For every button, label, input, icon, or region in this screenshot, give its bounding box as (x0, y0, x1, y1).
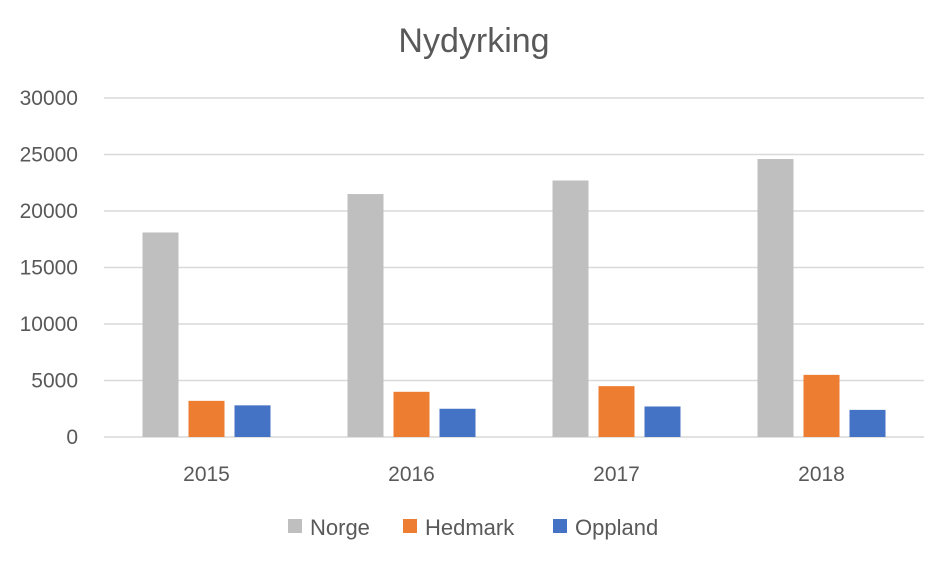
bar-norge-2018 (757, 159, 794, 437)
legend-label-norge: Norge (310, 515, 370, 540)
legend-label-hedmark: Hedmark (425, 515, 515, 540)
y-axis-tick-labels: 0 5000 10000 15000 20000 25000 30000 (20, 87, 78, 449)
gridlines (104, 97, 924, 438)
x-tick-label: 2018 (798, 463, 845, 486)
x-tick-label: 2015 (183, 463, 230, 486)
legend-label-oppland: Oppland (575, 515, 658, 540)
legend: Norge Hedmark Oppland (288, 515, 658, 540)
chart-title: Nydyrking (398, 22, 549, 60)
bars (142, 159, 886, 438)
legend-swatch-norge (288, 519, 302, 533)
legend-swatch-oppland (553, 519, 567, 533)
bar-hedmark-2015 (188, 400, 225, 437)
bar-norge-2017 (552, 180, 589, 438)
x-axis-tick-labels: 2015 2016 2017 2018 (183, 463, 845, 486)
bar-oppland-2018 (849, 409, 886, 437)
bar-oppland-2016 (439, 408, 476, 437)
y-tick-label: 25000 (20, 144, 78, 167)
y-tick-label: 10000 (20, 313, 78, 336)
bar-norge-2015 (142, 232, 179, 437)
x-tick-label: 2016 (388, 463, 435, 486)
y-tick-label: 0 (66, 426, 78, 449)
bar-oppland-2017 (644, 406, 681, 437)
bar-hedmark-2017 (598, 386, 635, 437)
bar-hedmark-2016 (393, 391, 430, 437)
bar-norge-2016 (347, 194, 384, 437)
y-tick-label: 5000 (31, 370, 78, 393)
bar-hedmark-2018 (803, 374, 840, 437)
bar-oppland-2015 (234, 405, 271, 437)
y-tick-label: 20000 (20, 200, 78, 223)
y-tick-label: 30000 (20, 87, 78, 110)
legend-swatch-hedmark (403, 519, 417, 533)
y-tick-label: 15000 (20, 257, 78, 280)
x-tick-label: 2017 (593, 463, 640, 486)
